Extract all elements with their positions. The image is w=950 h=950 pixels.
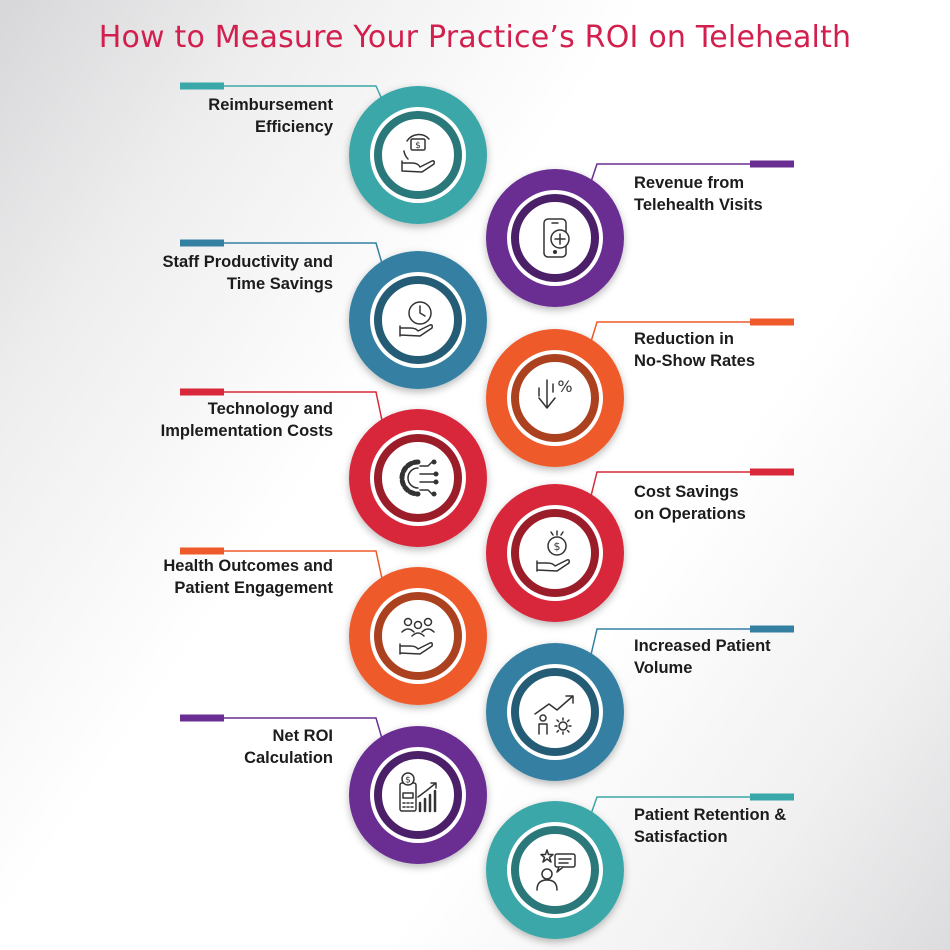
step-badge: % — [486, 329, 624, 467]
step-label: Reimbursement Efficiency — [208, 94, 333, 138]
step-badge: $ — [486, 484, 624, 622]
step-label: Staff Productivity and Time Savings — [162, 251, 333, 295]
accent-tab — [180, 82, 224, 90]
accent-tab — [180, 239, 224, 247]
step-label-line1: Revenue from — [634, 174, 745, 192]
step-label: Reduction in No-Show Rates — [634, 328, 755, 372]
connector-line — [180, 717, 384, 742]
step-label-line2: Telehealth Visits — [634, 196, 763, 214]
step-label: Technology and Implementation Costs — [161, 398, 333, 442]
step-label: Increased Patient Volume — [634, 635, 771, 679]
coin-hand-icon: $ — [536, 530, 570, 572]
step-label-line2: Implementation Costs — [160, 422, 333, 440]
step-label-line2: Satisfaction — [634, 828, 728, 846]
step-label: Cost Savings on Operations — [634, 481, 746, 525]
gear-circuit-icon — [399, 459, 439, 497]
step-badge: $ — [349, 726, 487, 864]
step-label-line2: Time Savings — [226, 275, 333, 293]
step-label-line1: Health Outcomes and — [163, 557, 333, 575]
people-hand-icon — [399, 617, 435, 655]
step-label-line2: Calculation — [244, 749, 333, 767]
connector-line — [589, 471, 794, 500]
connector-line — [589, 321, 794, 345]
step-badge — [349, 409, 487, 547]
connector-line — [589, 163, 794, 185]
page-title: How to Measure Your Practice’s ROI on Te… — [98, 20, 852, 55]
step-label-line2: Volume — [634, 659, 693, 677]
step-label-line1: Staff Productivity and — [162, 253, 333, 271]
step-badge — [486, 801, 624, 939]
person-chat-star-icon — [536, 849, 576, 891]
step-label: Patient Retention & Satisfaction — [634, 804, 786, 848]
accent-tab — [180, 388, 224, 396]
svg-text:%: % — [557, 377, 572, 396]
accent-tab — [180, 714, 224, 722]
step-badge — [349, 567, 487, 705]
clock-hand-icon — [399, 301, 433, 337]
step-label: Revenue from Telehealth Visits — [634, 172, 763, 216]
connector-line — [180, 242, 384, 267]
step-label-line2: No-Show Rates — [634, 352, 756, 370]
step-label: Health Outcomes and Patient Engagement — [163, 555, 333, 599]
step-badge — [486, 169, 624, 307]
step-label-line1: Reduction in — [634, 330, 734, 348]
connector-line — [589, 628, 794, 659]
step-label-line1: Net ROI — [272, 727, 333, 745]
step-label: Net ROI Calculation — [244, 725, 333, 769]
svg-text:$: $ — [415, 141, 421, 151]
step-label-line1: Patient Retention & — [634, 806, 787, 824]
growth-person-icon — [534, 695, 574, 735]
accent-tab — [750, 625, 794, 633]
step-label-line2: Efficiency — [255, 118, 333, 136]
svg-text:$: $ — [405, 776, 411, 786]
connector-line — [180, 391, 384, 425]
step-label-line1: Cost Savings — [634, 483, 739, 501]
calculator-chart-icon: $ — [399, 772, 437, 813]
dollar-hand-icon: $ — [401, 133, 435, 173]
step-label-line2: Patient Engagement — [174, 579, 333, 597]
accent-tab — [750, 318, 794, 326]
step-badge — [486, 643, 624, 781]
svg-text:$: $ — [554, 540, 561, 553]
connector-line — [589, 796, 794, 817]
connector-line — [180, 550, 384, 583]
step-badge — [349, 251, 487, 389]
smartphone-medical-icon — [543, 218, 570, 258]
step-label-line1: Increased Patient — [634, 637, 771, 655]
step-label-line2: on Operations — [634, 505, 746, 523]
accent-tab — [750, 160, 794, 168]
connector-line — [180, 85, 384, 102]
step-badge: $ — [349, 86, 487, 224]
accent-tab — [750, 468, 794, 476]
accent-tab — [750, 793, 794, 801]
step-label-line1: Reimbursement — [208, 96, 333, 114]
accent-tab — [180, 547, 224, 555]
percent-down-icon: % — [538, 377, 573, 409]
step-label-line1: Technology and — [207, 400, 333, 418]
